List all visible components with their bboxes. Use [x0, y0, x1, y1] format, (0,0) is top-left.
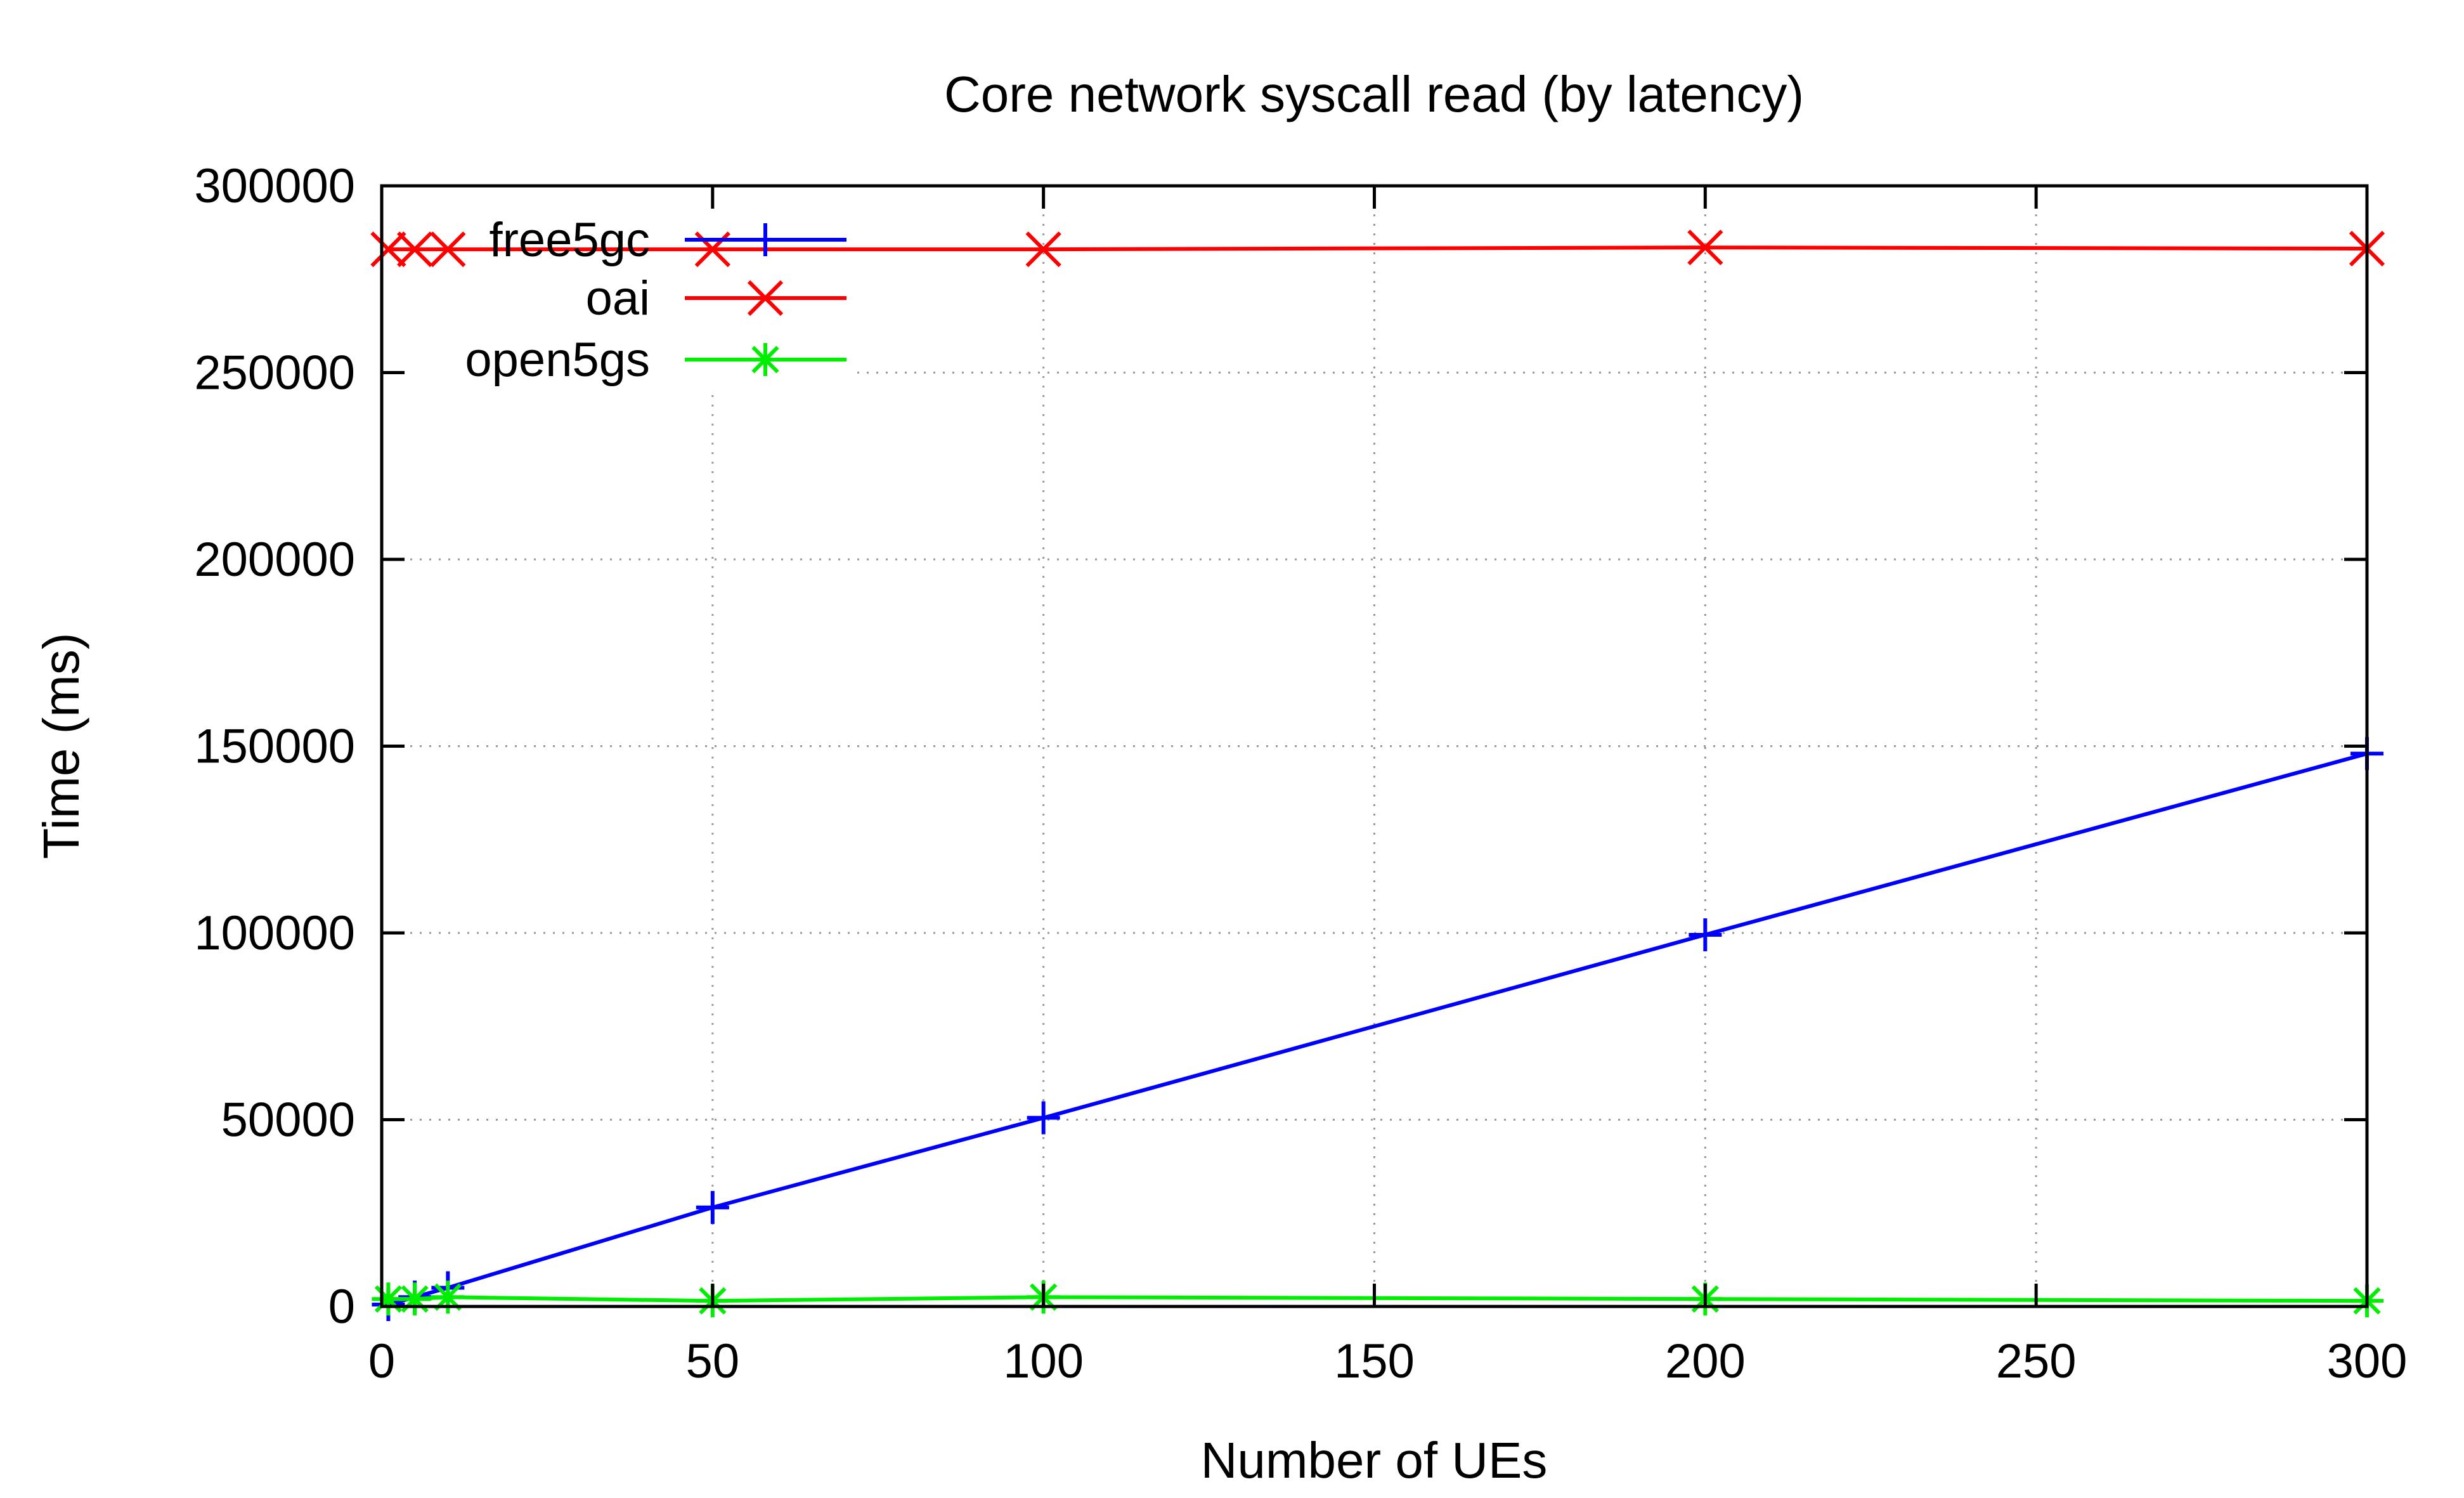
- data-point-oai: [397, 231, 433, 268]
- data-point-oai: [430, 231, 466, 268]
- data-point-open5gs: [431, 1280, 465, 1314]
- data-point-free5gc: [696, 1190, 729, 1224]
- y-tick-label: 200000: [194, 533, 355, 587]
- legend-marker-free5gc: [749, 223, 782, 256]
- legend-label-free5gc: free5gc: [490, 213, 651, 267]
- y-axis-title: Time (ms): [33, 633, 89, 859]
- y-tick-label: 100000: [194, 906, 355, 960]
- legend-marker-oai: [747, 280, 784, 316]
- y-tick-label: 300000: [194, 159, 355, 213]
- x-tick-label: 150: [1334, 1334, 1415, 1388]
- x-tick-label: 100: [1003, 1334, 1084, 1388]
- chart-title: Core network syscall read (by latency): [944, 66, 1804, 122]
- data-point-oai: [1025, 231, 1061, 268]
- y-tick-label: 50000: [221, 1093, 355, 1147]
- data-point-free5gc: [1027, 1101, 1060, 1135]
- data-point-oai: [1687, 230, 1723, 266]
- x-axis-title: Number of UEs: [1201, 1432, 1548, 1488]
- axis-ticks: 0 50000 100000 150000 200000 250000 300000 0 50 1…: [194, 159, 2407, 1388]
- legend-marker-open5gs: [749, 343, 782, 376]
- x-tick-label: 250: [1996, 1334, 2077, 1388]
- x-tick-label: 300: [2327, 1334, 2408, 1388]
- y-tick-label: 150000: [194, 720, 355, 774]
- legend-label-open5gs: open5gs: [465, 333, 650, 387]
- x-tick-label: 50: [686, 1334, 740, 1388]
- data-point-open5gs: [398, 1282, 432, 1316]
- legend-label-oai: oai: [586, 271, 650, 325]
- data-point-oai: [370, 231, 406, 268]
- y-tick-label: 0: [328, 1280, 355, 1334]
- data-point-free5gc: [1689, 918, 1722, 951]
- x-tick-label: 0: [368, 1334, 395, 1388]
- series-line-oai: [388, 245, 2368, 252]
- x-tick-label: 200: [1665, 1334, 1746, 1388]
- y-tick-label: 250000: [194, 346, 355, 400]
